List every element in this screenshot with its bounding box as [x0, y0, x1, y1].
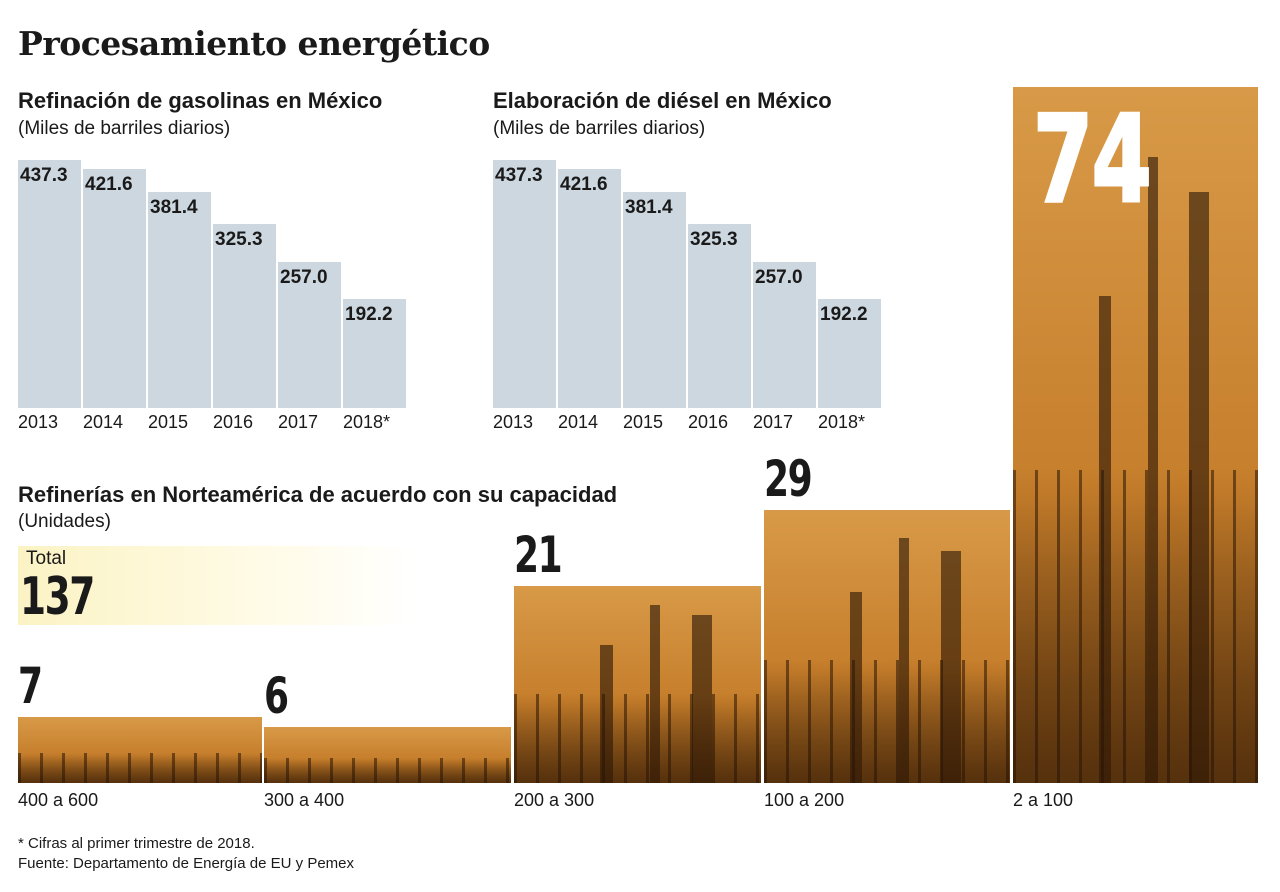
tick-label: 2015: [148, 412, 189, 432]
tower: [649, 605, 660, 783]
data-label: 381.4: [150, 196, 198, 218]
tick-label: 2018*: [343, 412, 391, 432]
bar: [213, 223, 276, 408]
data-label: 192.2: [820, 304, 868, 325]
category-label: 100 a 200: [764, 790, 845, 810]
category-value: 6: [264, 666, 289, 725]
data-label: 257.0: [755, 267, 803, 289]
tower: [1147, 156, 1158, 783]
data-label: 381.4: [625, 196, 673, 218]
category-label: 200 a 300: [514, 790, 595, 810]
bar: [83, 168, 146, 408]
category-value: 29: [764, 450, 813, 509]
tower: [600, 644, 613, 783]
bar: [688, 223, 751, 408]
chart2-title: Elaboración de diésel en México: [493, 88, 832, 113]
category-value: 74: [1032, 91, 1153, 231]
tick-label: 2013: [493, 412, 534, 432]
data-label: 421.6: [560, 173, 608, 195]
bar: [18, 160, 81, 408]
bar: [343, 299, 406, 408]
photo-bar: [264, 726, 511, 783]
bar: [623, 191, 686, 408]
tower: [1189, 191, 1209, 783]
tower: [691, 615, 712, 783]
category-label: 400 a 600: [18, 790, 99, 810]
photo-bar: [18, 717, 262, 783]
page-title: Procesamiento energético: [18, 24, 490, 63]
chart3-subtitle: (Unidades): [18, 511, 111, 532]
bar: [493, 160, 556, 408]
bar: [818, 299, 881, 408]
tower: [1098, 296, 1111, 783]
tower: [941, 551, 961, 783]
chart3-title: Refinerías en Norteamérica de acuerdo co…: [18, 482, 618, 507]
data-label: 192.2: [345, 304, 393, 325]
category-value: 7: [18, 657, 43, 716]
total-value: 137: [20, 567, 95, 627]
tick-label: 2014: [558, 412, 599, 432]
total-box: Total 137: [18, 546, 418, 625]
photo-bar: [1013, 87, 1258, 783]
source: Fuente: Departamento de Energía de EU y …: [18, 855, 355, 872]
data-label: 437.3: [495, 165, 543, 186]
tick-label: 2014: [83, 412, 124, 432]
category-value: 21: [514, 525, 563, 584]
bar: [278, 262, 341, 408]
data-label: 257.0: [280, 267, 328, 289]
photo-bar: [514, 585, 761, 783]
bar: [753, 262, 816, 408]
chart2-subtitle: (Miles de barriles diarios): [493, 118, 706, 139]
data-label: 325.3: [215, 228, 263, 250]
photo-bar: [764, 510, 1010, 783]
chart1-subtitle: (Miles de barriles diarios): [18, 118, 231, 139]
tick-label: 2017: [278, 412, 319, 432]
tower: [899, 537, 910, 783]
footnote: * Cifras al primer trimestre de 2018.: [18, 835, 255, 852]
tick-label: 2016: [688, 412, 729, 432]
category-label: 2 a 100: [1013, 790, 1074, 810]
data-label: 421.6: [85, 173, 133, 195]
tick-label: 2018*: [818, 412, 866, 432]
bar: [148, 191, 211, 408]
category-label: 300 a 400: [264, 790, 345, 810]
tick-label: 2016: [213, 412, 254, 432]
bar: [558, 168, 621, 408]
tick-label: 2015: [623, 412, 664, 432]
tower: [850, 592, 863, 783]
chart1-title: Refinación de gasolinas en México: [18, 88, 383, 113]
data-label: 437.3: [20, 165, 68, 186]
tick-label: 2013: [18, 412, 59, 432]
data-label: 325.3: [690, 228, 738, 250]
total-label: Total: [26, 548, 67, 569]
tick-label: 2017: [753, 412, 794, 432]
